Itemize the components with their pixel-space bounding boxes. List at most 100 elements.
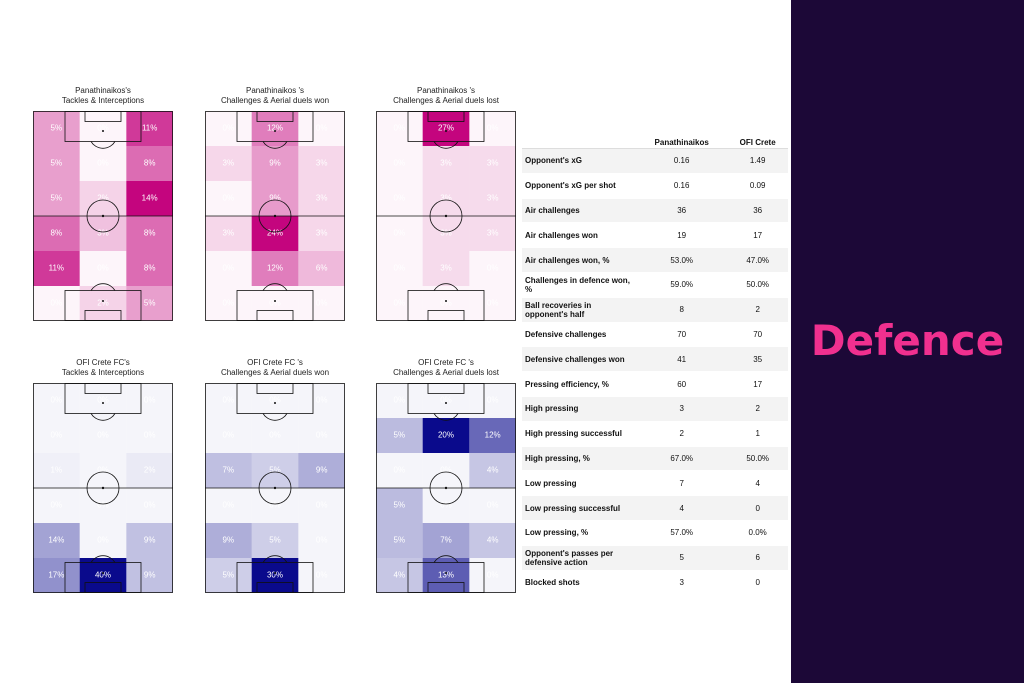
heatmap-cell [126,418,173,453]
heatmap-cell [422,286,470,321]
stats-row-label: Pressing efficiency, % [522,371,636,397]
stats-row-label: High pressing, % [522,446,636,472]
stats-row-value-team2: 1 [727,421,788,447]
heatmap-cell-label: 6% [316,264,328,273]
heatmap-cell-label: 0% [440,501,452,510]
penalty-arc-bottom [433,283,459,291]
stats-row-label: Air challenges won [522,222,636,249]
stats-row-label: Opponent's passes per defensive action [522,545,636,571]
heatmap-cell-label: 0% [394,264,406,273]
heatmap-cell-label: 0% [97,264,109,273]
heatmap-cell-label: 0% [316,124,328,133]
stats-row-value-team1: 0.16 [636,173,728,199]
stats-row-value-team2: 36 [727,198,788,224]
heatmap-cell-label: 12% [267,264,283,273]
heatmap-cell-label: 27% [438,124,454,133]
stats-row-label: Air challenges won, % [522,247,636,273]
center-spot [101,214,105,218]
stats-row-value-team2: 17 [727,371,788,397]
penalty-arc-top [433,413,459,421]
stats-row-label: Opponent's xG [522,148,636,174]
heatmap-cell [126,181,173,216]
heatmap-cell [422,251,470,286]
heatmap-cell [33,251,80,286]
stats-row-label: Challenges in defence won, % [522,272,636,298]
heatmap-cell [298,488,345,523]
stats-row-label: Low pressing, % [522,520,636,546]
heatmap-cell-label: 8% [51,229,63,238]
heatmap-cell-label: 3% [316,194,328,203]
heatmap-cell-label: 0% [144,396,156,405]
stats-row-value-team2: 47.0% [727,247,788,273]
heatmap-cell-label: 5% [51,159,63,168]
heatmap-cell-label: 5% [269,466,281,475]
heatmap-cell-label: 5% [51,124,63,133]
penalty-spot-bottom [102,300,104,302]
center-circle [86,199,120,233]
stats-row-value-team2: 35 [727,346,788,373]
heatmap-cell-label: 0% [394,194,406,203]
stats-row-value-team2: 50.0% [727,446,788,472]
heatmap-cell [126,453,173,488]
stats-header-team2: OFI Crete [727,136,788,149]
heatmap-cell-label: 0% [316,501,328,510]
stats-row: Challenges in defence won, % 59.0% 50.0% [522,272,788,298]
center-spot [273,214,277,218]
penalty-spot-bottom [102,572,104,574]
stats-row-value-team1: 3 [636,570,728,596]
heatmap-cell-label: 9% [144,571,156,580]
heatmap-cell-label: 5% [394,536,406,545]
heatmap-cell [422,146,470,181]
heatmap-cell-label: 0% [487,124,499,133]
heatmap-cell [79,181,127,216]
heatmap-cell [205,488,252,523]
heatmap-cell-label: 0% [440,299,452,308]
penalty-arc-bottom [262,555,288,563]
heatmap-cell [205,523,252,558]
center-circle [429,199,463,233]
heatmap-cell [126,251,173,286]
center-spot [444,486,448,490]
heatmap-cell [422,418,470,453]
heatmap-cell [205,558,252,593]
stats-header-team1: Panathinaikos [636,136,728,149]
heatmap-cell [205,453,252,488]
heatmap-cell-label: 0% [269,431,281,440]
heatmap-cell [79,383,127,418]
heatmap-cell-label: 5% [394,501,406,510]
stats-row: Opponent's xG 0.16 1.49 [522,148,788,174]
heatmap-cell-label: 0% [394,396,406,405]
center-spot [444,214,448,218]
heatmap-cell-label: 0% [97,501,109,510]
heatmap-cell-label: 8% [144,229,156,238]
stats-row-value-team1: 3 [636,396,728,422]
stats-table: Panathinaikos OFI Crete Opponent's xG 0.1… [522,136,788,596]
penalty-arc-bottom [90,555,116,563]
heatmap-cell-label: 0% [440,396,452,405]
heatmap-title: Panathinaikos 's Challenges & Aerial due… [393,86,499,105]
stats-row-value-team1: 36 [636,198,728,224]
heatmap-cell [251,286,299,321]
heatmap-cell [376,488,423,523]
stats-row: Defensive challenges won 41 35 [522,346,788,373]
stats-row-value-team2: 50.0% [727,272,788,298]
heatmap-cell-label: 0% [269,501,281,510]
heatmap-cell-label: 3% [440,229,452,238]
heatmap-cell [298,286,345,321]
heatmap-cell [251,558,299,593]
heatmap-cell [79,523,127,558]
center-spot [273,486,277,490]
heatmap-cell [33,383,80,418]
stats-row-value-team1: 60 [636,371,728,397]
heatmap-cell-label: 8% [144,264,156,273]
heatmap-cell [376,216,423,251]
heatmap-cell-label: 3% [97,229,109,238]
penalty-spot-bottom [274,572,276,574]
stats-row-value-team1: 8 [636,297,728,323]
heatmap-cell-label: 0% [97,536,109,545]
stats-row-label: Defensive challenges won [522,346,636,373]
stats-row-value-team2: 4 [727,470,788,497]
penalty-spot-bottom [274,300,276,302]
heatmap-cell-label: 5% [51,194,63,203]
heatmap-cell [205,146,252,181]
